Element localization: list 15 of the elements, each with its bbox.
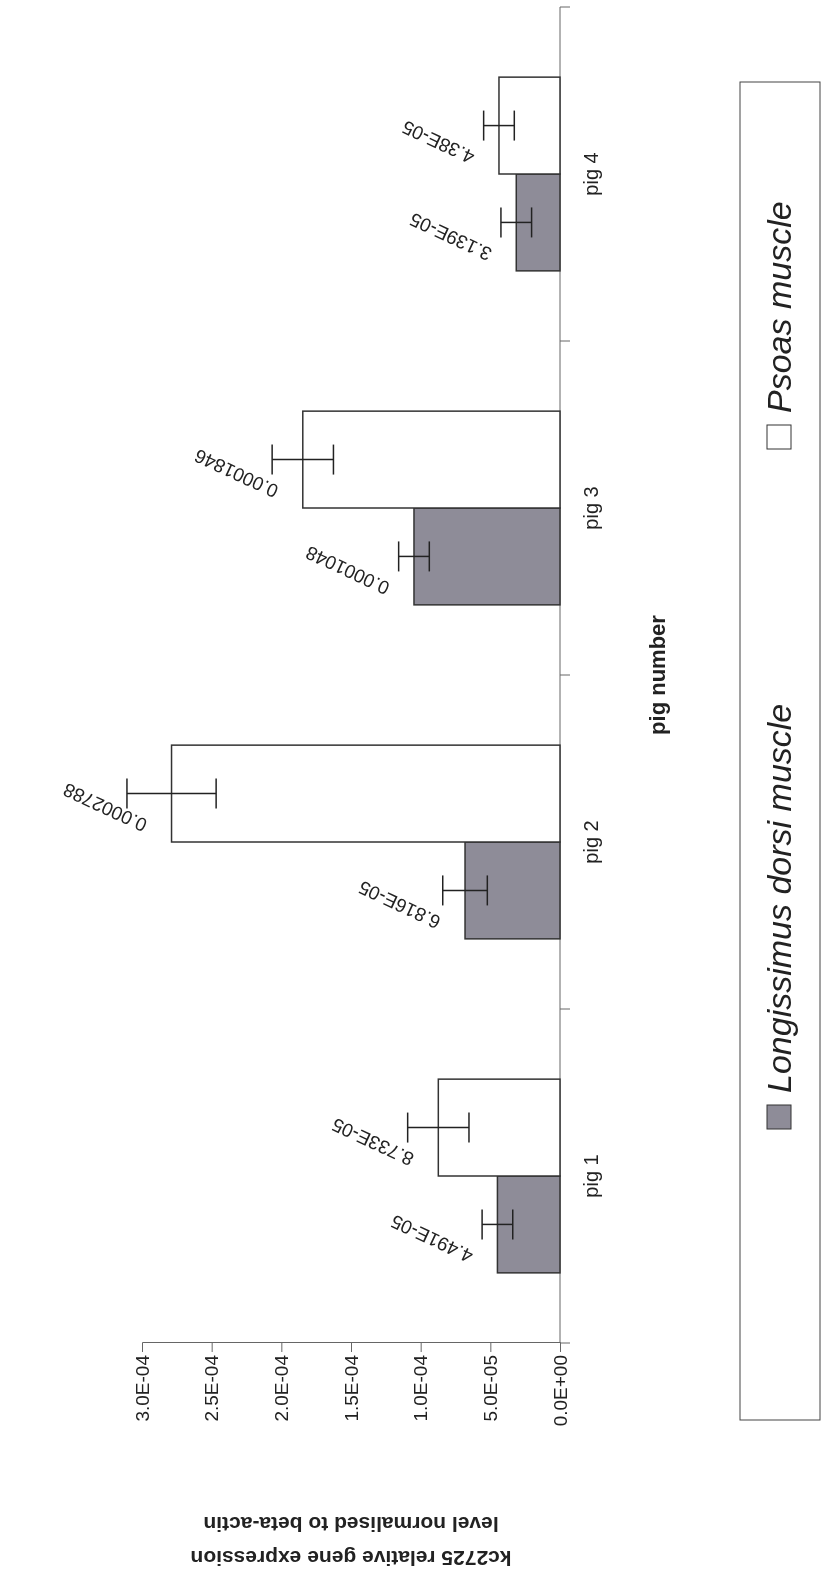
x-tick-label: 3.0E-04 xyxy=(131,1354,153,1422)
y-axis-title: pig number xyxy=(645,614,670,735)
x-tick-label: 2.0E-04 xyxy=(270,1354,292,1422)
text: Longissimus dorsi muscle xyxy=(760,703,798,1093)
x-tick-label: 0.0E+00 xyxy=(549,1355,571,1427)
text: Psoas muscle xyxy=(760,201,798,413)
y-tick-label: pig 1 xyxy=(580,1154,602,1198)
x-tick-label: 5.0E-05 xyxy=(479,1355,501,1422)
x-axis-title: kc2725 relative gene expression level normalised to beta-actin xyxy=(190,1513,512,1570)
y-tick-label: pig 2 xyxy=(580,820,602,864)
x-tick-label: 1.5E-04 xyxy=(340,1354,362,1422)
y-tick-label: pig 3 xyxy=(580,486,602,530)
y-tick-label: pig 4 xyxy=(580,152,602,196)
x-tick-label: 1.0E-04 xyxy=(410,1354,432,1422)
x-tick-label: 2.5E-04 xyxy=(201,1354,223,1422)
